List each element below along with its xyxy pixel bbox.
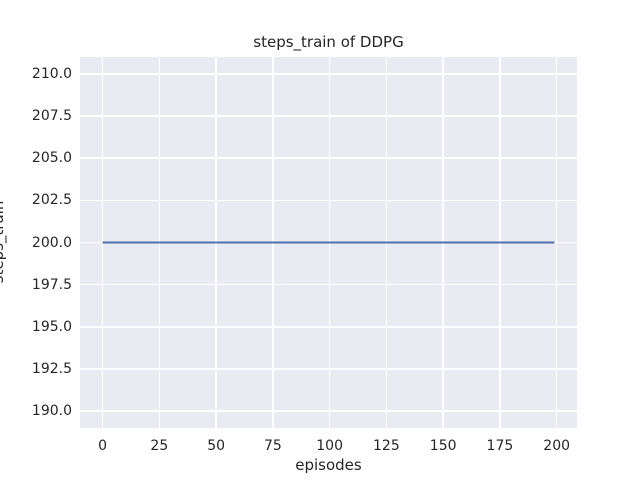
plot-area bbox=[80, 57, 577, 428]
y-tick-label: 197.5 bbox=[31, 276, 72, 293]
y-tick-label: 207.5 bbox=[31, 108, 72, 125]
y-axis-label: steps_train bbox=[0, 200, 7, 284]
y-tick-label: 210.0 bbox=[31, 65, 72, 82]
x-tick-label: 25 bbox=[150, 438, 169, 454]
y-tick-label: 202.5 bbox=[31, 192, 72, 209]
horizontal-gridline bbox=[80, 410, 577, 412]
horizontal-gridline bbox=[80, 157, 577, 159]
y-tick-label: 205.0 bbox=[31, 150, 72, 167]
horizontal-gridline bbox=[80, 326, 577, 328]
x-tick-label: 100 bbox=[316, 438, 343, 454]
x-tick-label: 50 bbox=[207, 438, 226, 454]
chart-title: steps_train of DDPG bbox=[253, 33, 404, 51]
y-tick-label: 200.0 bbox=[31, 234, 72, 251]
y-tick-label: 192.5 bbox=[31, 360, 72, 377]
x-tick-label: 175 bbox=[486, 438, 514, 454]
x-axis-label: episodes bbox=[295, 456, 362, 474]
x-tick-label: 75 bbox=[263, 438, 282, 454]
x-tick-label: 200 bbox=[543, 438, 571, 454]
horizontal-gridline bbox=[80, 199, 577, 202]
series-line bbox=[102, 241, 555, 244]
x-tick-label: 150 bbox=[429, 438, 457, 454]
horizontal-gridline bbox=[80, 73, 577, 75]
horizontal-gridline bbox=[80, 368, 577, 370]
horizontal-gridline bbox=[80, 115, 577, 117]
y-tick-label: 195.0 bbox=[31, 318, 72, 335]
y-tick-label: 190.0 bbox=[31, 403, 72, 420]
horizontal-gridline bbox=[80, 283, 577, 286]
x-tick-label: 125 bbox=[373, 438, 400, 454]
x-tick-label: 0 bbox=[98, 438, 108, 454]
